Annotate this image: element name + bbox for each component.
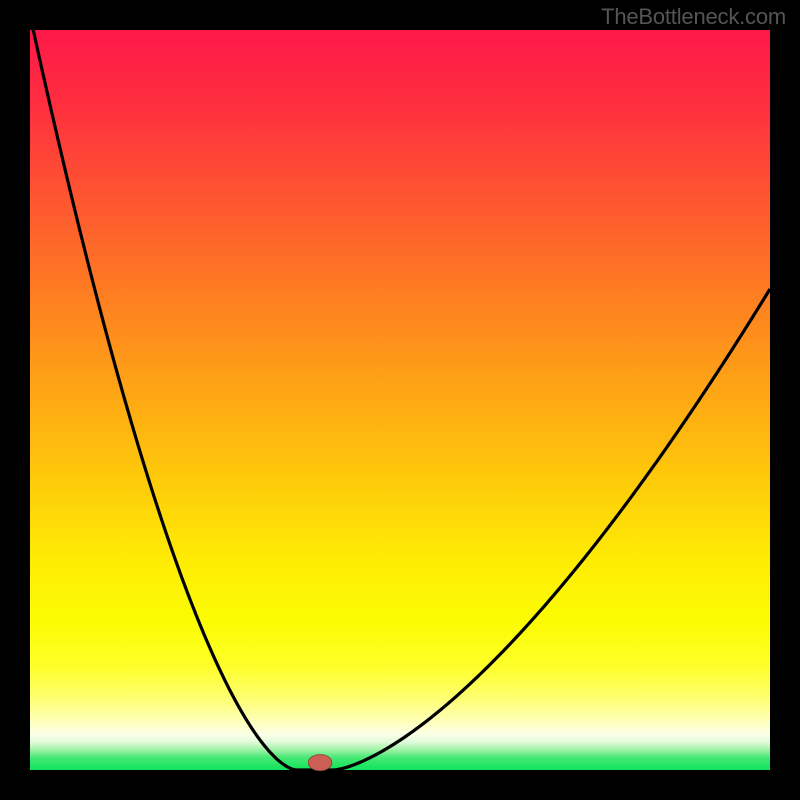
watermark-text: TheBottleneck.com [601,4,786,30]
bottleneck-chart [0,0,800,800]
optimal-marker [308,754,332,770]
chart-container: TheBottleneck.com [0,0,800,800]
plot-background [30,30,770,770]
